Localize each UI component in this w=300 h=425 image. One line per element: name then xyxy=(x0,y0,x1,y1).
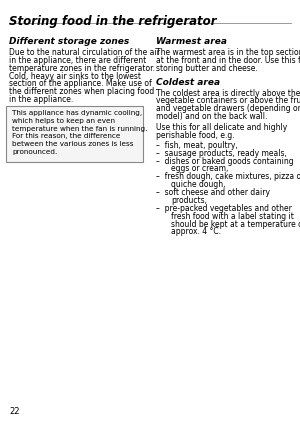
Text: Different storage zones: Different storage zones xyxy=(9,37,129,46)
Text: which helps to keep an even: which helps to keep an even xyxy=(12,118,115,124)
Text: –  sausage products, ready meals,: – sausage products, ready meals, xyxy=(156,149,287,158)
Text: vegetable containers or above the fruit: vegetable containers or above the fruit xyxy=(156,96,300,105)
Text: the different zones when placing food: the different zones when placing food xyxy=(9,87,154,96)
Text: The coldest area is directly above the: The coldest area is directly above the xyxy=(156,88,300,98)
Text: Warmest area: Warmest area xyxy=(156,37,227,46)
Text: eggs or cream,: eggs or cream, xyxy=(171,164,228,173)
Text: should be kept at a temperature of: should be kept at a temperature of xyxy=(171,219,300,229)
Text: 22: 22 xyxy=(9,407,20,416)
Text: in the appliance, there are different: in the appliance, there are different xyxy=(9,56,146,65)
Text: –  fish, meat, poultry,: – fish, meat, poultry, xyxy=(156,141,238,150)
Text: This appliance has dynamic cooling,: This appliance has dynamic cooling, xyxy=(12,110,142,116)
Text: –  fresh dough, cake mixtures, pizza or: – fresh dough, cake mixtures, pizza or xyxy=(156,172,300,181)
Text: fresh food with a label stating it: fresh food with a label stating it xyxy=(171,212,294,221)
Text: perishable food, e.g.: perishable food, e.g. xyxy=(156,131,235,140)
Text: section of the appliance. Make use of: section of the appliance. Make use of xyxy=(9,79,152,88)
FancyBboxPatch shape xyxy=(6,106,142,162)
Text: quiche dough,: quiche dough, xyxy=(171,180,226,189)
Text: –  dishes or baked goods containing: – dishes or baked goods containing xyxy=(156,156,294,166)
Text: temperature zones in the refrigerator.: temperature zones in the refrigerator. xyxy=(9,64,155,73)
Text: model) and on the back wall.: model) and on the back wall. xyxy=(156,112,267,121)
Text: products,: products, xyxy=(171,196,207,205)
Text: in the appliance.: in the appliance. xyxy=(9,95,73,104)
Text: Due to the natural circulation of the air: Due to the natural circulation of the ai… xyxy=(9,48,160,57)
Text: The warmest area is in the top section: The warmest area is in the top section xyxy=(156,48,300,57)
Text: temperature when the fan is running.: temperature when the fan is running. xyxy=(12,125,147,132)
Text: pronounced.: pronounced. xyxy=(12,149,57,155)
Text: –  pre-packed vegetables and other: – pre-packed vegetables and other xyxy=(156,204,292,213)
Text: at the front and in the door. Use this for: at the front and in the door. Use this f… xyxy=(156,56,300,65)
Text: approx. 4 °C.: approx. 4 °C. xyxy=(171,227,221,236)
Text: Cold, heavy air sinks to the lowest: Cold, heavy air sinks to the lowest xyxy=(9,71,141,81)
Text: For this reason, the difference: For this reason, the difference xyxy=(12,133,120,139)
Text: –  soft cheese and other dairy: – soft cheese and other dairy xyxy=(156,188,270,197)
Text: between the various zones is less: between the various zones is less xyxy=(12,141,134,147)
Text: Storing food in the refrigerator: Storing food in the refrigerator xyxy=(9,15,217,28)
Text: Coldest area: Coldest area xyxy=(156,78,220,87)
Text: storing butter and cheese.: storing butter and cheese. xyxy=(156,64,258,73)
Text: Use this for all delicate and highly: Use this for all delicate and highly xyxy=(156,123,287,133)
Text: and vegetable drawers (depending on: and vegetable drawers (depending on xyxy=(156,104,300,113)
